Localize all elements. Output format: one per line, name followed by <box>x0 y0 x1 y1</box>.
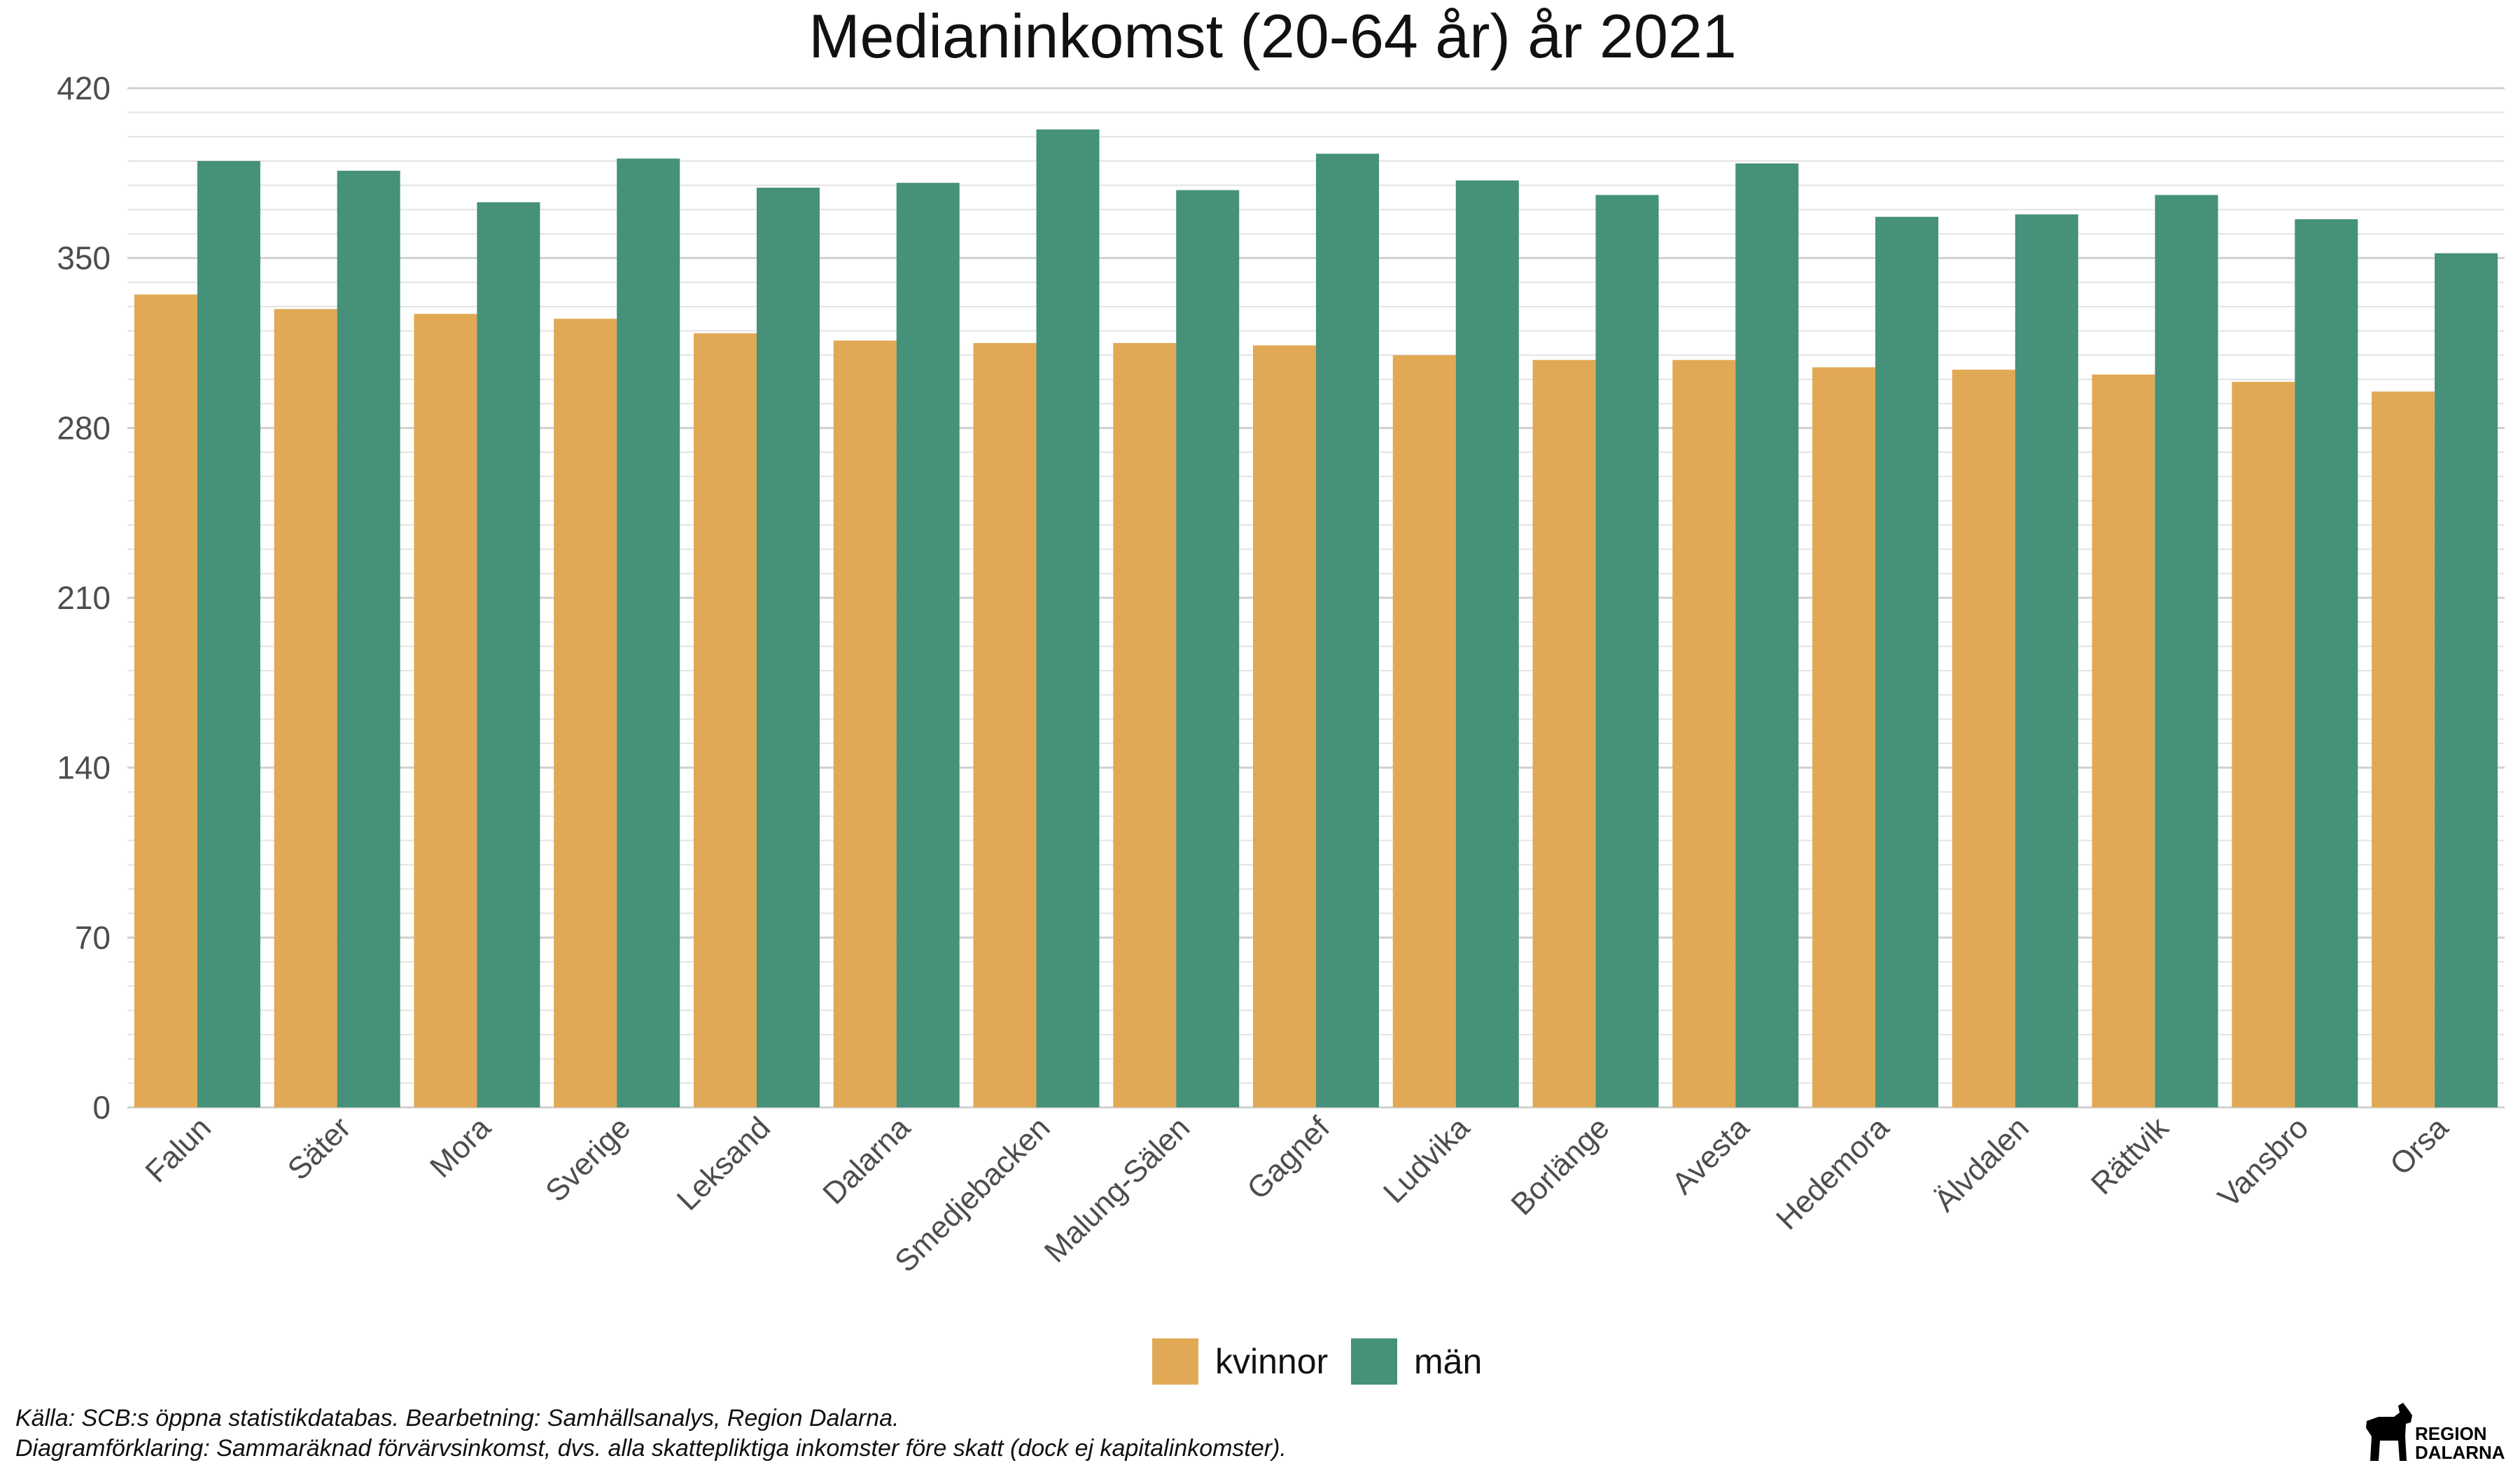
bar-man-5 <box>896 183 960 1108</box>
x-tick-label: Hedemora <box>1770 1110 1896 1236</box>
legend-swatch-man <box>1351 1338 1397 1385</box>
bar-kvinnor-8 <box>1253 345 1316 1107</box>
region-dalarna-logo: REGION DALARNA <box>2366 1403 2505 1463</box>
bars <box>134 129 2498 1108</box>
source-caption: Källa: SCB:s öppna statistikdatabas. Bea… <box>15 1405 899 1432</box>
legend: kvinnor män <box>1152 1338 1482 1385</box>
bar-man-2 <box>477 202 540 1107</box>
bar-man-15 <box>2295 219 2358 1108</box>
x-tick-label: Ludvika <box>1377 1110 1476 1210</box>
y-tick-label: 140 <box>57 750 111 786</box>
bar-man-13 <box>2015 214 2078 1108</box>
x-tick-label: Leksand <box>671 1110 777 1217</box>
bar-man-9 <box>1455 180 1519 1107</box>
bar-kvinnor-7 <box>1113 343 1177 1107</box>
bar-kvinnor-13 <box>1952 370 2015 1108</box>
y-tick-label: 280 <box>57 410 111 446</box>
bar-kvinnor-11 <box>1672 360 1736 1108</box>
y-tick-label: 210 <box>57 580 111 616</box>
bar-kvinnor-14 <box>2092 374 2155 1107</box>
logo-text-region: REGION <box>2415 1423 2487 1444</box>
y-tick-label: 350 <box>57 240 111 276</box>
legend-label-kvinnor: kvinnor <box>1215 1342 1328 1381</box>
bar-man-12 <box>1875 216 1939 1107</box>
bar-man-11 <box>1735 163 1799 1107</box>
bar-kvinnor-1 <box>274 309 337 1107</box>
explanation-caption: Diagramförklaring: Sammaräknad förvärvsi… <box>15 1435 1287 1462</box>
chart-title: Medianinkomst (20-64 år) år 2021 <box>808 1 1737 71</box>
legend-swatch-kvinnor <box>1152 1338 1198 1385</box>
bar-kvinnor-10 <box>1532 360 1596 1108</box>
x-tick-label: Rättvik <box>2085 1110 2176 1201</box>
x-tick-label: Älvdalen <box>1928 1110 2036 1218</box>
x-tick-label: Orsa <box>2384 1110 2455 1182</box>
bar-kvinnor-5 <box>833 340 897 1107</box>
bar-kvinnor-12 <box>1812 367 1876 1107</box>
bar-kvinnor-2 <box>414 314 477 1107</box>
y-tick-label: 70 <box>75 919 111 955</box>
bar-kvinnor-15 <box>2232 382 2295 1107</box>
bar-kvinnor-16 <box>2372 391 2435 1107</box>
y-tick-label: 420 <box>57 70 111 106</box>
bar-man-16 <box>2435 253 2498 1107</box>
legend-label-man: män <box>1414 1342 1482 1381</box>
x-tick-label: Gagnef <box>1240 1110 1336 1206</box>
bar-man-7 <box>1176 190 1240 1108</box>
y-axis-ticks: 0 70 140 210 280 350 420 <box>57 70 111 1126</box>
x-tick-label: Vansbro <box>2211 1110 2315 1214</box>
bar-kvinnor-4 <box>693 333 757 1108</box>
x-tick-label: Mora <box>424 1110 498 1184</box>
logo-text-dalarna: DALARNA <box>2415 1442 2505 1463</box>
x-tick-label: Borlänge <box>1504 1110 1616 1222</box>
dala-horse-icon <box>2366 1403 2412 1461</box>
y-tick-label: 0 <box>92 1089 111 1126</box>
bar-man-10 <box>1595 195 1659 1107</box>
bar-man-14 <box>2155 195 2218 1107</box>
bar-kvinnor-3 <box>554 318 617 1107</box>
bar-man-3 <box>617 158 680 1108</box>
x-tick-label: Säter <box>281 1110 358 1186</box>
bar-man-6 <box>1036 129 1100 1107</box>
bar-man-1 <box>337 170 400 1107</box>
bar-man-4 <box>756 188 820 1108</box>
x-tick-label: Dalarna <box>816 1110 917 1211</box>
bar-man-0 <box>197 161 260 1107</box>
x-axis-ticks: Falun Säter Mora Sverige Leksand DalarnaSmedj… <box>139 1110 2455 1279</box>
x-tick-label: Malung-Sälen <box>1038 1110 1197 1269</box>
bar-kvinnor-0 <box>134 294 197 1108</box>
bar-man-8 <box>1316 153 1379 1108</box>
bar-kvinnor-6 <box>973 343 1037 1107</box>
bar-kvinnor-9 <box>1392 355 1456 1107</box>
x-tick-label: Avesta <box>1665 1110 1756 1201</box>
x-tick-label: Falun <box>139 1110 217 1189</box>
x-tick-label: Sverige <box>539 1110 637 1208</box>
